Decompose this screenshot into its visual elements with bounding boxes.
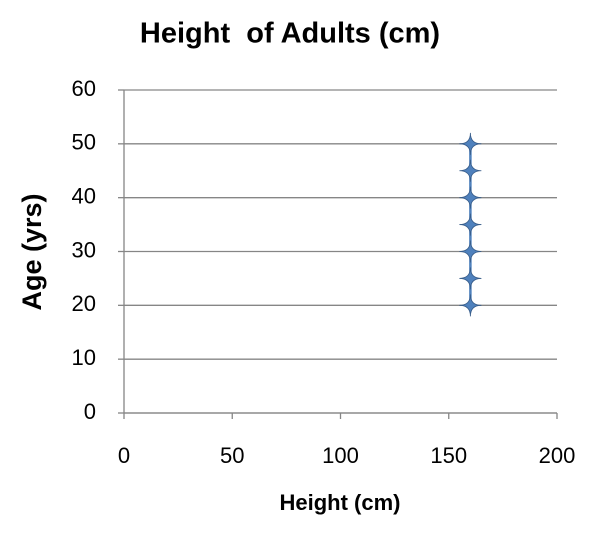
x-tick-label: 150: [430, 443, 467, 468]
x-tick-label: 50: [220, 443, 244, 468]
point: [459, 267, 482, 290]
point: [459, 159, 482, 182]
y-axis-label: Age (yrs): [17, 193, 47, 310]
y-tick-label: 0: [84, 399, 96, 424]
x-tick-label: 0: [118, 443, 130, 468]
point: [459, 186, 482, 209]
x-tick-label: 100: [322, 443, 359, 468]
x-tick-label: 200: [539, 443, 576, 468]
y-tick-label: 30: [72, 237, 96, 262]
point: [459, 294, 482, 317]
y-tick-label: 20: [72, 291, 96, 316]
point: [459, 132, 482, 155]
y-tick-label: 40: [72, 183, 96, 208]
x-axis-label: Height (cm): [280, 490, 401, 515]
chart-title: Height of Adults (cm): [140, 18, 440, 50]
y-tick-label: 60: [72, 76, 96, 101]
point: [459, 213, 482, 236]
point: [459, 240, 482, 263]
y-tick-label: 10: [72, 345, 96, 370]
y-tick-label: 50: [72, 130, 96, 155]
